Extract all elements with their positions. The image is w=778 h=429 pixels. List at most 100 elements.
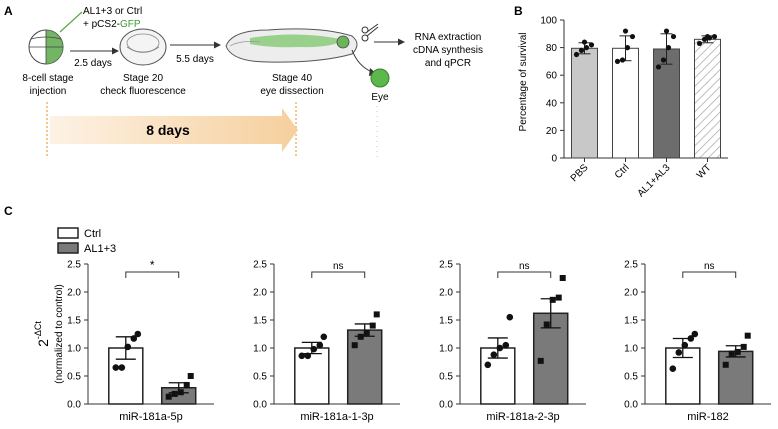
c-significance-label: * [150, 258, 155, 272]
b-data-point [619, 57, 626, 63]
c-data-point [177, 389, 184, 396]
c-data-point [118, 364, 126, 371]
c-subplot-title: miR-181a-2-3p [486, 411, 559, 423]
b-data-point [655, 64, 662, 70]
injection-label-line2: + pCS2-GFP [83, 19, 141, 30]
arrow-2-label: 5.5 days [176, 54, 214, 65]
b-data-point [704, 33, 711, 40]
c-bar [717, 350, 754, 405]
b-data-point [624, 45, 631, 51]
b-x-tick-label: PBS [569, 162, 591, 184]
b-data-point [578, 47, 585, 53]
c-y-tick-label: 0.0 [439, 400, 453, 411]
legend-swatch-ctrl [57, 227, 79, 239]
b-bar [612, 47, 639, 159]
b-y-tick-label: 40 [546, 98, 558, 109]
c-y-tick-label: 2.0 [253, 288, 267, 299]
c-data-point [537, 357, 544, 364]
panel-c-y-label-main: 2-ΔCt [33, 321, 51, 347]
final-label-line2: cDNA synthesis [413, 45, 483, 56]
c-y-tick-label: 1.0 [624, 344, 638, 355]
c-data-point [728, 350, 735, 357]
step1-label-line2: injection [30, 86, 67, 97]
c-y-tick-label: 1.5 [67, 316, 81, 327]
c-data-point [183, 381, 190, 388]
final-label-line3: and qPCR [425, 58, 471, 69]
c-y-tick-label: 0.5 [253, 372, 267, 383]
step3-label-line1: Stage 40 [272, 73, 312, 84]
b-y-tick-label: 60 [546, 71, 558, 82]
c-data-point [357, 333, 364, 340]
panel-a: A AL1+3 or Ctrl + pCS2-GFP 8-cell stage … [4, 4, 483, 158]
b-y-tick-label: 20 [546, 126, 558, 137]
timeline-label: 8 days [146, 122, 190, 138]
b-x-tick-label: AL1+AL3 [636, 162, 673, 199]
c-significance-label: ns [333, 261, 344, 272]
c-bar [346, 329, 383, 405]
eight-cell-embryo-illustration [28, 29, 64, 65]
c-data-point [484, 361, 492, 369]
c-subplot-title: miR-182 [687, 411, 729, 423]
c-y-tick-label: 2.5 [67, 260, 81, 271]
c-data-point [681, 341, 689, 349]
c-significance-label: ns [519, 261, 530, 272]
b-data-point [588, 42, 595, 48]
c-significance-bracket [497, 271, 552, 278]
b-x-tick-label: WT [695, 162, 714, 181]
b-data-point [696, 40, 703, 47]
c-data-point [490, 351, 498, 359]
legend-swatch-al13 [57, 242, 79, 254]
c-y-tick-label: 1.5 [253, 316, 267, 327]
eye-arrow [351, 49, 373, 73]
b-data-point [581, 39, 588, 45]
panel-c-y-label-sub: (normalized to control) [54, 284, 65, 383]
c-data-point [744, 332, 751, 339]
c-y-tick-label: 1.0 [253, 344, 267, 355]
c-y-tick-label: 2.5 [624, 260, 638, 271]
c-data-point [304, 352, 312, 360]
c-data-point [187, 373, 194, 379]
b-data-point [660, 57, 667, 63]
c-y-tick-label: 2.5 [439, 260, 453, 271]
panel-c-qpcr-charts: C Ctrl AL1+3 2-ΔCt (normalized to contro… [4, 204, 771, 423]
scissors-icon [361, 23, 379, 42]
eye-label: Eye [371, 92, 389, 103]
panel-a-letter: A [4, 4, 13, 18]
c-data-point [687, 335, 695, 342]
c-data-point [555, 294, 562, 301]
b-data-point [665, 45, 672, 51]
b-data-point [573, 51, 580, 58]
arrow-3-head [398, 38, 405, 46]
c-data-point [549, 296, 556, 303]
legend-label-al13: AL1+3 [84, 243, 116, 255]
c-data-point [316, 341, 324, 349]
timeline-arrow [50, 108, 298, 152]
c-data-point [669, 365, 677, 373]
panel-c-letter: C [4, 204, 13, 218]
c-data-point [559, 275, 566, 281]
c-data-point [722, 361, 729, 368]
b-x-tick-label: Ctrl [613, 162, 632, 181]
c-data-point [134, 330, 142, 338]
c-data-point [112, 364, 120, 371]
c-data-point [298, 352, 306, 360]
b-data-point [614, 58, 621, 64]
c-significance-bracket [311, 271, 366, 278]
c-data-point [740, 343, 747, 350]
panel-b-y-axis-label: Percentage of survival [518, 33, 529, 132]
c-y-tick-label: 0.5 [624, 372, 638, 383]
c-y-tick-label: 1.5 [439, 316, 453, 327]
injection-needle [59, 11, 83, 33]
c-data-point [171, 390, 178, 397]
c-data-point [496, 344, 504, 352]
c-subplot-title: miR-181a-5p [119, 411, 183, 423]
b-y-tick-label: 100 [540, 16, 557, 27]
eye-icon [370, 68, 390, 88]
c-data-point [506, 313, 514, 321]
c-data-point [691, 330, 699, 338]
step2-label-line1: Stage 20 [123, 73, 163, 84]
c-data-point [130, 335, 138, 342]
injection-label-line1: AL1+3 or Ctrl [83, 6, 142, 17]
c-y-tick-label: 0.0 [624, 400, 638, 411]
